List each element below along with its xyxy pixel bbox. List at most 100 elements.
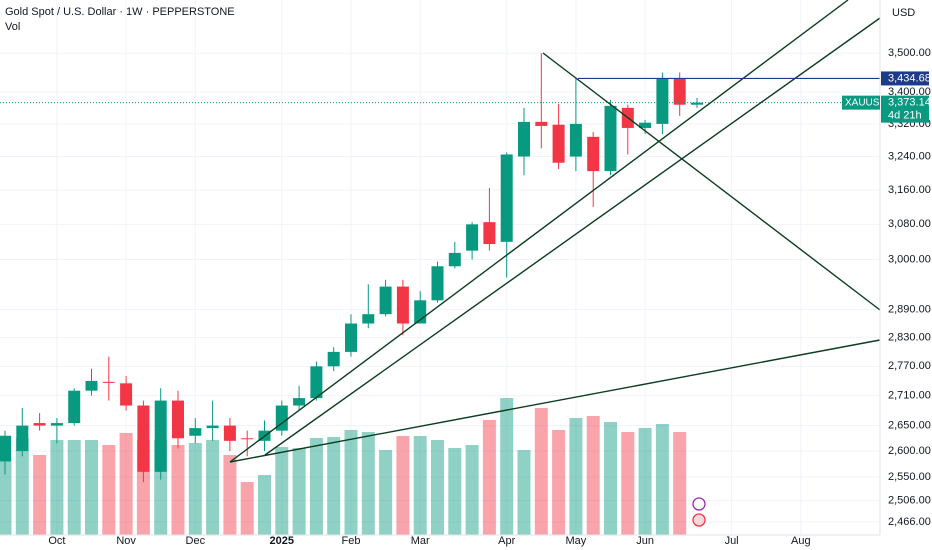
candle-body xyxy=(500,154,513,242)
candle-body xyxy=(310,366,323,399)
candle-body xyxy=(656,78,669,124)
candle-body xyxy=(293,398,306,406)
candle-body xyxy=(327,351,340,367)
candle-body xyxy=(396,286,409,324)
x-tick-label: Aug xyxy=(791,535,811,547)
x-tick-label: Oct xyxy=(48,535,65,547)
candle-body xyxy=(466,224,479,251)
candle-body xyxy=(691,102,703,105)
event-icon[interactable] xyxy=(692,497,706,511)
trend-line xyxy=(542,52,881,311)
y-tick-label: 3,000.00 xyxy=(888,253,931,265)
y-tick-label: 2,600.00 xyxy=(888,445,931,457)
y-tick-label: 2,506.00 xyxy=(888,494,931,506)
volume-bar xyxy=(275,447,289,535)
volume-bar xyxy=(50,440,64,535)
volume-bar xyxy=(482,420,496,535)
symbol-label: XAUUSD xyxy=(845,97,887,108)
x-tick-label: Jun xyxy=(636,535,654,547)
y-tick-label: 2,466.00 xyxy=(888,516,931,528)
y-tick-label: 3,080.00 xyxy=(888,218,931,230)
y-tick-label: 2,890.00 xyxy=(888,303,931,315)
event-icon[interactable] xyxy=(692,513,706,527)
candle-body xyxy=(673,78,686,105)
chart-title: Gold Spot / U.S. Dollar · 1W · PEPPERSTO… xyxy=(5,6,235,18)
candle-body xyxy=(137,405,150,472)
candle-body xyxy=(68,390,81,424)
y-tick-label: 2,550.00 xyxy=(888,471,931,483)
volume-bar xyxy=(327,437,341,535)
x-tick-label: Feb xyxy=(342,535,361,547)
volume-bar xyxy=(534,408,548,535)
volume-bar xyxy=(500,398,514,535)
volume-bar xyxy=(119,433,133,535)
candle-body xyxy=(587,136,600,172)
x-tick-label: Jul xyxy=(725,535,739,547)
y-tick-label: 2,830.00 xyxy=(888,332,931,344)
candle-body xyxy=(535,121,548,126)
candle-body xyxy=(518,121,530,157)
candle-body xyxy=(189,428,202,436)
candle-body xyxy=(120,383,133,406)
volume-bar xyxy=(465,445,479,535)
candle-body xyxy=(604,105,617,172)
candle-body xyxy=(102,381,115,383)
x-tick-label: May xyxy=(566,535,587,547)
candle-body xyxy=(206,425,219,429)
x-tick-label: Mar xyxy=(411,535,430,547)
volume-bar xyxy=(0,440,12,535)
volume-bar xyxy=(15,438,29,535)
hline-label-box xyxy=(881,71,929,86)
volume-bar xyxy=(258,475,271,535)
trend-lines xyxy=(229,0,881,463)
currency[interactable]: USD xyxy=(892,7,915,19)
volume-bar xyxy=(448,448,462,535)
candle-body xyxy=(0,435,11,462)
y-tick-label: 3,160.00 xyxy=(888,184,931,196)
volume-bar xyxy=(413,436,427,535)
candle-body xyxy=(362,314,375,324)
volume-bar xyxy=(569,418,583,535)
volume-bar xyxy=(102,445,116,535)
candle-body xyxy=(33,423,46,426)
hline-label: 3,434.68 xyxy=(888,72,931,84)
volume-bar xyxy=(431,440,444,535)
symbol-label-box xyxy=(842,95,880,110)
x-tick-label: Dec xyxy=(186,535,206,547)
candle-body xyxy=(483,222,496,245)
volume-bar xyxy=(309,438,323,535)
last-price-box xyxy=(881,95,929,123)
x-tick-label: 2025 xyxy=(270,535,294,547)
candle-body xyxy=(431,266,444,301)
volume-bar xyxy=(85,440,98,535)
volume-bar xyxy=(655,424,669,535)
candle-body xyxy=(154,400,167,472)
y-tick-label: 2,710.00 xyxy=(888,390,931,402)
candle-body xyxy=(639,122,652,128)
y-tick-label: 3,240.00 xyxy=(888,150,931,162)
trend-line xyxy=(229,0,849,463)
y-tick-label: 2,770.00 xyxy=(888,360,931,372)
volume-bar xyxy=(223,455,237,535)
candle-body xyxy=(379,286,392,315)
volume-bar xyxy=(67,440,81,535)
volume-bar xyxy=(552,430,566,535)
volume-bar xyxy=(396,436,410,535)
volume-bar xyxy=(206,440,220,535)
countdown-label: 4d 21h xyxy=(888,110,922,122)
x-tick-label: Nov xyxy=(116,535,136,547)
x-tick-label: Apr xyxy=(498,535,515,547)
candle-body xyxy=(275,405,288,431)
volume-bar xyxy=(586,416,600,535)
candle-body xyxy=(448,252,461,267)
y-tick-label: 3,400.00 xyxy=(888,86,931,98)
volume-bar xyxy=(638,428,652,535)
volume-bar xyxy=(240,482,254,535)
candle-body xyxy=(223,425,236,441)
y-tick-label: 2,650.00 xyxy=(888,419,931,431)
volume-bar xyxy=(517,450,531,535)
candle-body xyxy=(50,423,63,426)
candle-body xyxy=(172,400,184,439)
